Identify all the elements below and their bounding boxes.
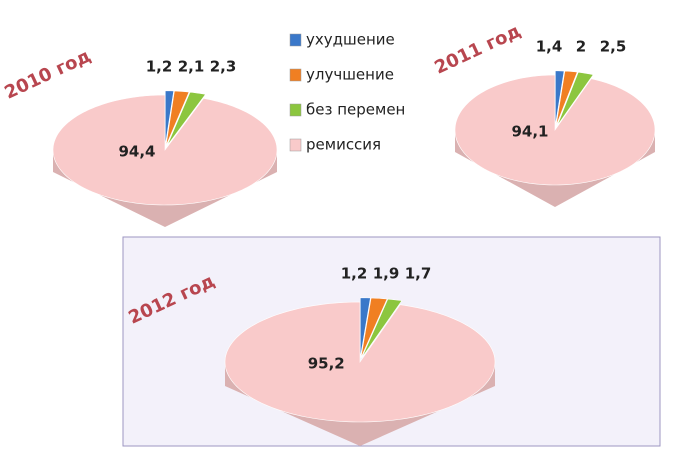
slice: [166, 91, 207, 147]
value-label: 2,5: [600, 38, 627, 56]
legend-swatch: [289, 138, 302, 152]
legend-swatch: [289, 103, 302, 117]
chart-title: 2011 год: [431, 20, 524, 78]
slice: [52, 94, 278, 206]
value-label: 94,4: [118, 143, 155, 161]
slice: [555, 70, 578, 126]
value-label: 2,1: [178, 58, 205, 76]
slice: [454, 74, 656, 186]
slice-side: [225, 362, 495, 446]
value-label: 2: [576, 38, 586, 56]
chart-title: 2010 год: [1, 45, 94, 103]
legend-swatch: [289, 68, 302, 82]
legend-label: без перемен: [306, 101, 405, 119]
slice-side: [455, 130, 655, 207]
value-label: 95,2: [308, 355, 345, 373]
slice: [224, 301, 496, 423]
slice-side-shade: [455, 130, 655, 207]
slice-side: [53, 150, 277, 227]
value-label: 1,2: [146, 58, 173, 76]
legend-swatch: [289, 33, 302, 47]
legend-label: ремиссия: [306, 136, 381, 154]
slice: [361, 298, 403, 359]
slice: [360, 297, 388, 358]
value-label: 1,7: [405, 265, 432, 283]
slice-side-shade: [53, 150, 277, 227]
slice: [556, 71, 594, 127]
slice-side-shade: [225, 362, 495, 446]
legend-label: улучшение: [306, 66, 394, 84]
slice: [165, 90, 190, 146]
legend-label: ухудшение: [306, 31, 395, 49]
value-label: 94,1: [511, 123, 548, 141]
value-label: 1,4: [536, 38, 563, 56]
value-label: 2,3: [210, 58, 237, 76]
slice: [555, 70, 565, 126]
value-label: 1,2: [341, 265, 368, 283]
value-label: 1,9: [373, 265, 400, 283]
